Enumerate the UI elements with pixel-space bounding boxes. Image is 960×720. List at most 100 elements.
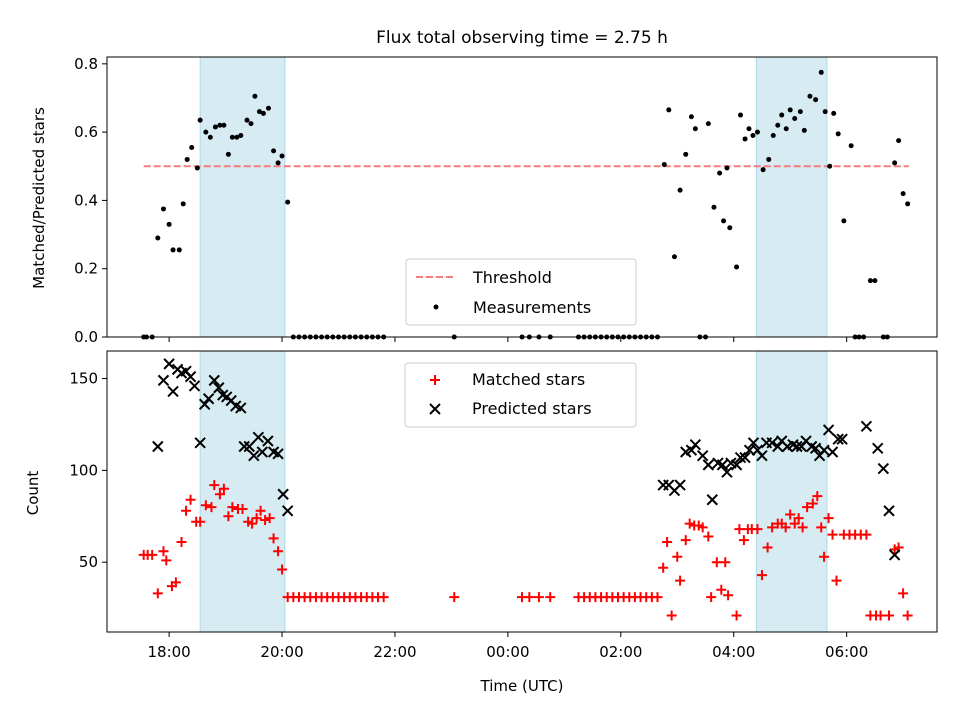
matched-star-point xyxy=(268,533,279,544)
y-tick-label: 0.0 xyxy=(74,328,98,346)
legend-box xyxy=(404,362,637,428)
matched-star-point xyxy=(218,483,229,494)
measurement-point xyxy=(149,334,155,340)
measurement-point xyxy=(587,334,593,340)
measurement-point xyxy=(176,247,182,253)
measurement-point xyxy=(275,160,281,166)
observing-band xyxy=(755,350,828,633)
matched-star-point xyxy=(780,522,791,533)
measurement-point xyxy=(238,133,244,139)
predicted-star-point xyxy=(238,440,250,453)
y-tick-label: 50 xyxy=(79,553,98,571)
measurement-point xyxy=(766,156,772,162)
predicted-star-point xyxy=(826,446,839,458)
predicted-star-point xyxy=(262,435,274,447)
measurement-point xyxy=(787,107,793,113)
predicted-star-point xyxy=(213,382,225,394)
measurement-point xyxy=(746,126,752,132)
measurement-point xyxy=(818,69,824,75)
legend-matched-label: Matched stars xyxy=(472,370,585,389)
matched-star-point xyxy=(875,610,886,621)
y-tick-label: 0.2 xyxy=(74,260,98,278)
measurement-point xyxy=(609,334,615,340)
measurement-point xyxy=(526,334,532,340)
matched-star-point xyxy=(706,592,717,603)
measurement-point xyxy=(738,112,744,118)
matched-star-point xyxy=(227,502,238,513)
measurement-point xyxy=(307,334,313,340)
observing-band xyxy=(199,56,286,338)
predicted-star-point xyxy=(877,462,890,475)
measurement-point xyxy=(703,334,709,340)
measurement-point xyxy=(347,334,353,340)
matched-star-point xyxy=(861,529,872,540)
top-y-axis-label: Matched/Predicted stars xyxy=(30,107,48,289)
predicted-star-point xyxy=(791,440,803,453)
legend-box xyxy=(405,258,637,326)
measurement-point xyxy=(194,165,200,171)
measurement-point xyxy=(189,144,195,150)
matched-star-point xyxy=(223,511,234,522)
predicted-star-point xyxy=(163,358,175,370)
matched-star-point xyxy=(789,518,800,529)
matched-star-point xyxy=(752,524,763,535)
matched-star-point xyxy=(251,513,262,524)
measurement-point xyxy=(841,218,847,224)
measurement-point xyxy=(536,334,542,340)
measurement-point xyxy=(197,117,203,123)
predicted-star-point xyxy=(818,444,830,456)
measurement-point xyxy=(451,334,457,340)
x-tick-label: 18:00 xyxy=(147,643,190,661)
matched-star-point xyxy=(697,522,708,533)
measurement-point xyxy=(827,163,833,169)
predicted-star-point xyxy=(277,488,289,500)
measurement-point xyxy=(166,221,172,227)
measurement-point xyxy=(880,334,886,340)
measurement-point xyxy=(661,162,667,168)
measurement-point xyxy=(217,122,223,128)
measurement-point xyxy=(330,334,336,340)
matched-star-point xyxy=(214,489,225,500)
measurement-point xyxy=(822,109,828,115)
measurement-point xyxy=(750,133,756,139)
measurement-point xyxy=(160,206,166,212)
predicted-star-point xyxy=(716,459,729,471)
measurement-point xyxy=(302,334,308,340)
predicted-star-point xyxy=(685,444,698,456)
measurement-point xyxy=(724,165,730,171)
legend-layer: Threshold Measurements Matched stars Predic… xyxy=(404,258,637,428)
predicted-star-point xyxy=(739,451,751,464)
predicted-star-point xyxy=(243,440,255,453)
predicted-star-point xyxy=(272,448,284,460)
predicted-star-point xyxy=(888,549,901,561)
measurement-point xyxy=(792,115,798,121)
data-layer xyxy=(138,69,913,621)
measurement-point xyxy=(649,334,655,340)
measurement-point xyxy=(244,117,250,123)
bottom-y-axis-label: Count xyxy=(24,471,42,516)
measurement-point xyxy=(727,225,733,231)
legend-matched-swatch xyxy=(430,375,440,385)
measurement-point xyxy=(575,334,581,340)
measurement-point xyxy=(324,334,330,340)
measurement-point xyxy=(256,109,262,115)
measurement-point xyxy=(626,334,632,340)
predicted-star-point xyxy=(208,374,220,387)
matched-star-point xyxy=(756,570,767,581)
measurement-point xyxy=(884,334,890,340)
legend-threshold-label: Threshold xyxy=(472,268,552,287)
legend-measurements-label: Measurements xyxy=(473,298,591,317)
measurement-point xyxy=(861,334,867,340)
predicted-star-point xyxy=(706,494,718,506)
measurement-point xyxy=(632,334,638,340)
measurement-point xyxy=(364,334,370,340)
y-tick-label: 0.4 xyxy=(74,191,98,209)
predicted-star-point xyxy=(809,442,822,455)
predicted-star-point xyxy=(872,442,884,455)
measurement-point xyxy=(697,334,703,340)
matched-star-point xyxy=(209,480,220,491)
measurement-point xyxy=(905,201,911,207)
x-tick-label: 20:00 xyxy=(260,643,303,661)
matched-star-point xyxy=(161,555,172,566)
matched-star-point xyxy=(762,542,773,553)
